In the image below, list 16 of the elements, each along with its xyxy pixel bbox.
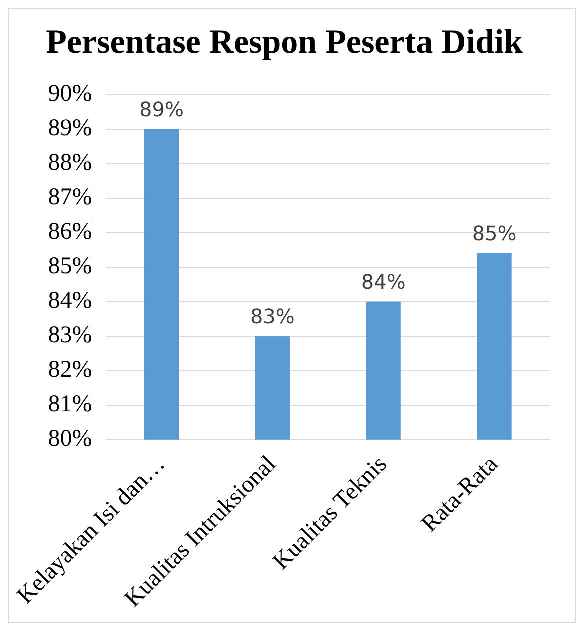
y-tick-label: 81%	[48, 392, 92, 418]
y-tick-label: 89%	[48, 116, 92, 142]
y-tick-label: 80%	[48, 426, 92, 452]
y-tick-label: 86%	[48, 219, 92, 246]
y-tick-label: 90%	[48, 81, 92, 108]
y-tick-label: 84%	[48, 288, 92, 314]
data-label: 85%	[472, 222, 517, 246]
y-tick-label: 83%	[48, 322, 92, 349]
chart-title: Persentase Respon Peserta Didik	[46, 24, 524, 62]
data-label: 84%	[361, 270, 406, 294]
data-label: 83%	[250, 304, 295, 329]
y-tick-label: 87%	[48, 184, 92, 211]
y-tick-label: 85%	[48, 254, 92, 280]
y-tick-label: 82%	[48, 357, 92, 384]
data-label: 89%	[140, 98, 184, 122]
y-tick-label: 88%	[48, 150, 92, 176]
